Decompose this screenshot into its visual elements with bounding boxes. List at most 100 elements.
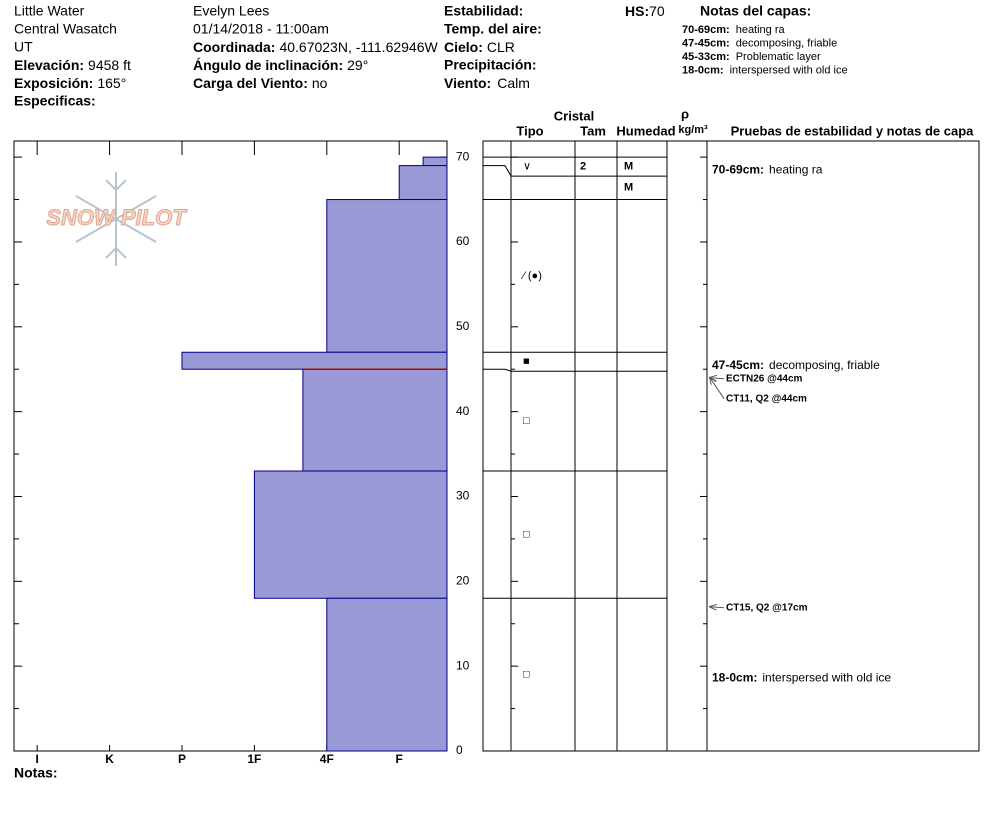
layer-note: 70-69cm: heating ra: [712, 163, 823, 177]
x-tick-label: 4F: [320, 752, 334, 766]
notes-label: Notas:: [14, 765, 58, 781]
layer-notes-title: Notas del capas:: [700, 3, 811, 19]
test-arrow: [710, 378, 725, 399]
value: 9458 ft: [88, 57, 131, 73]
type-header: Tipo: [516, 123, 543, 138]
y-tick-label: 60: [456, 234, 470, 248]
air-temp-label: Temp. del aire:: [444, 21, 542, 37]
connector: [483, 165, 512, 177]
note-text: decomposing, friable: [769, 358, 880, 372]
y-tick-label: 20: [456, 573, 470, 587]
note-text: interspersed with old ice: [762, 671, 891, 685]
y-tick-label: 10: [456, 658, 470, 672]
grain-type: □: [523, 415, 530, 427]
grain-type: ∨: [523, 161, 531, 173]
grain-type: □: [523, 669, 530, 681]
test-label: CT15, Q2 @17cm: [726, 602, 808, 613]
hardness-bar: [398, 165, 448, 201]
crystal-header: Cristal: [554, 108, 594, 123]
layer-notes: 70-69cm: heating ra 47-45cm: decomposing, f…: [682, 24, 848, 77]
label: Exposición:: [14, 75, 93, 91]
density-unit: kg/m³: [678, 124, 708, 136]
label: Viento:: [444, 75, 491, 91]
moisture: M: [624, 161, 633, 173]
value: no: [312, 75, 328, 91]
layer-note: 45-33cm: Problematic layer: [682, 51, 821, 63]
aspect: Exposición: 165°: [14, 75, 126, 91]
moisture-header: Humedad: [616, 123, 675, 138]
label: Coordinada:: [193, 39, 275, 55]
test-arrow: [710, 607, 725, 608]
value: 165°: [97, 75, 126, 91]
precip-label: Precipitación:: [444, 57, 537, 73]
note-range: 70-69cm:: [712, 163, 764, 177]
grain-type: □: [523, 529, 530, 541]
table-frame: [482, 140, 980, 752]
sky: Cielo: CLR: [444, 39, 515, 55]
grain-type: ■: [523, 356, 530, 368]
elevation: Elevación: 9458 ft: [14, 57, 131, 73]
x-tick-label: K: [105, 752, 114, 766]
note-range: 45-33cm:: [682, 51, 730, 63]
layer-note: 47-45cm: decomposing, friable: [682, 37, 837, 49]
note-range: 70-69cm:: [682, 24, 730, 36]
density-symbol: ρ: [681, 106, 689, 121]
tests-header: Pruebas de estabilidad y notas de capa: [731, 123, 975, 138]
x-tick-label: I: [35, 752, 38, 766]
note-range: 18-0cm:: [682, 64, 724, 76]
test-label: ECTN26 @44cm: [726, 373, 803, 384]
x-tick-label: 1F: [247, 752, 261, 766]
layer-note: 18-0cm: interspersed with old ice: [682, 64, 848, 76]
x-tick-label: F: [396, 752, 403, 766]
test-arrow: [710, 378, 725, 379]
note-text: interspersed with old ice: [730, 64, 848, 76]
hardness-bar: [422, 156, 448, 167]
hardness-bar: [181, 351, 448, 370]
layer-note: 18-0cm: interspersed with old ice: [712, 671, 891, 685]
stability-label: Estabilidad:: [444, 3, 523, 19]
y-tick-label: 30: [456, 489, 470, 503]
wind: Viento: Calm: [444, 75, 530, 91]
y-tick-label: 40: [456, 404, 470, 418]
note-range: 47-45cm:: [682, 37, 730, 49]
y-tick-label: 70: [456, 149, 470, 163]
slope: Ángulo de inclinación: 29°: [193, 57, 368, 73]
note-range: 18-0cm:: [712, 671, 757, 685]
value: 70: [649, 3, 665, 19]
value: 29°: [347, 57, 368, 73]
layer-note: 70-69cm: heating ra: [682, 24, 786, 36]
hs: HS:70: [625, 3, 665, 19]
note-text: heating ra: [736, 24, 786, 36]
label: Elevación:: [14, 57, 84, 73]
hardness-bar: [302, 368, 448, 472]
value: CLR: [487, 39, 515, 55]
label: Cielo:: [444, 39, 483, 55]
hardness-bar: [326, 199, 448, 353]
note-range: 47-45cm:: [712, 358, 764, 372]
value: 40.67023N, -111.62946W: [279, 39, 438, 55]
note-text: Problematic layer: [736, 51, 821, 63]
hardness-bar: [326, 597, 448, 752]
label: Ángulo de inclinación:: [193, 57, 343, 73]
snowflake: [75, 195, 157, 243]
size-header: Tam: [580, 123, 606, 138]
logo-text: SNOW PILOT: [46, 205, 187, 230]
y-tick-label: 50: [456, 319, 470, 333]
state: UT: [14, 39, 33, 55]
header: Little Water Central Wasatch UT Elevació…: [14, 3, 848, 109]
wind-load: Carga del Viento: no: [193, 75, 328, 91]
table-columns: [510, 141, 708, 751]
logo: SNOW PILOT: [46, 172, 188, 266]
specifics-label: Especificas:: [14, 93, 96, 109]
value: Calm: [497, 75, 530, 91]
note-text: heating ra: [769, 163, 823, 177]
layer-note: 47-45cm: decomposing, friable: [712, 358, 880, 372]
connector: [483, 368, 512, 372]
label: HS:: [625, 3, 649, 19]
grain-type: ⁄ (●): [520, 270, 542, 282]
hardness-bar: [253, 470, 448, 599]
y-tick-label: 0: [456, 743, 463, 757]
location: Little Water: [14, 3, 85, 19]
observer: Evelyn Lees: [193, 3, 269, 19]
